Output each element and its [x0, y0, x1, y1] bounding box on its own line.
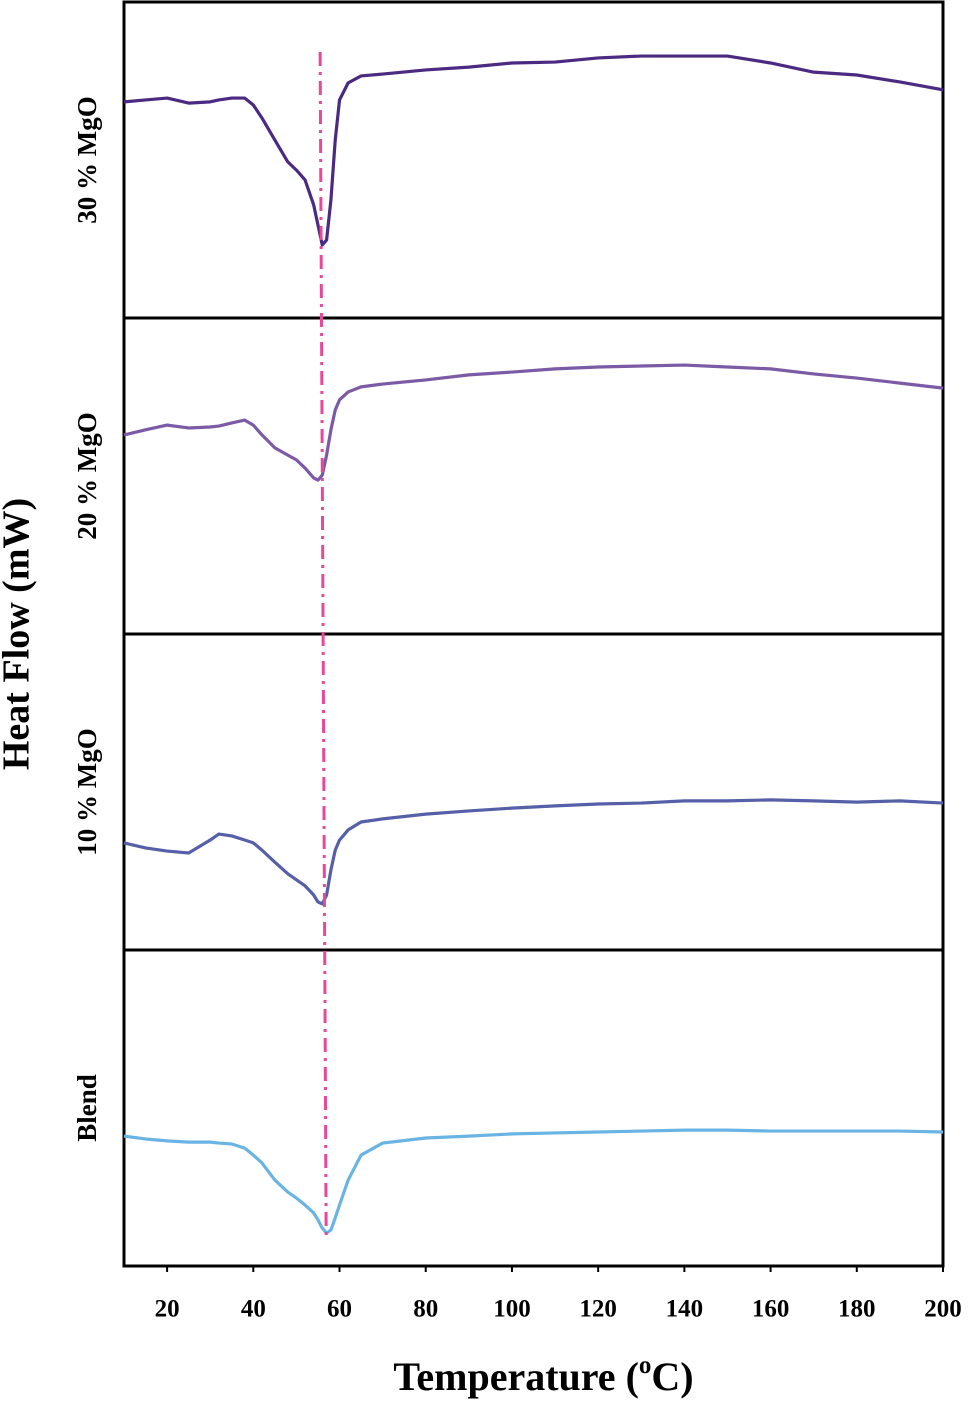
- x-tick-label: 60: [327, 1296, 352, 1323]
- panel-label: 20 % MgO: [72, 412, 102, 540]
- data-line: [123, 798, 944, 906]
- panel-frame: [122, 316, 945, 636]
- panel-label: 10 % MgO: [72, 728, 102, 856]
- x-tick-label: 200: [924, 1296, 962, 1323]
- x-tick-label: 180: [838, 1296, 876, 1323]
- reference-line: [318, 51, 328, 1237]
- panel-frame: [122, 948, 945, 1268]
- panel-frame: [122, 0, 945, 320]
- x-tick-label: 140: [666, 1296, 704, 1323]
- data-line: [123, 54, 944, 247]
- x-axis-title: Temperature (oC): [393, 1352, 693, 1399]
- data-line: [123, 1128, 944, 1235]
- x-axis-title-part: C): [651, 1354, 693, 1399]
- x-tick-label: 40: [241, 1296, 266, 1323]
- data-line: [123, 363, 944, 482]
- x-axis-title-part: Temperature (: [393, 1354, 639, 1399]
- x-axis-title-part: o: [639, 1352, 652, 1379]
- panel-label: Blend: [72, 1074, 102, 1142]
- x-tick-label: 20: [155, 1296, 180, 1323]
- panel-label: 30 % MgO: [72, 96, 102, 224]
- x-tick-label: 120: [579, 1296, 617, 1323]
- x-tick-label: 80: [413, 1296, 438, 1323]
- y-axis-title: Heat Flow (mW): [0, 498, 38, 770]
- x-tick-label: 100: [493, 1296, 531, 1323]
- panel-frame: [122, 632, 945, 952]
- x-tick-label: 160: [752, 1296, 790, 1323]
